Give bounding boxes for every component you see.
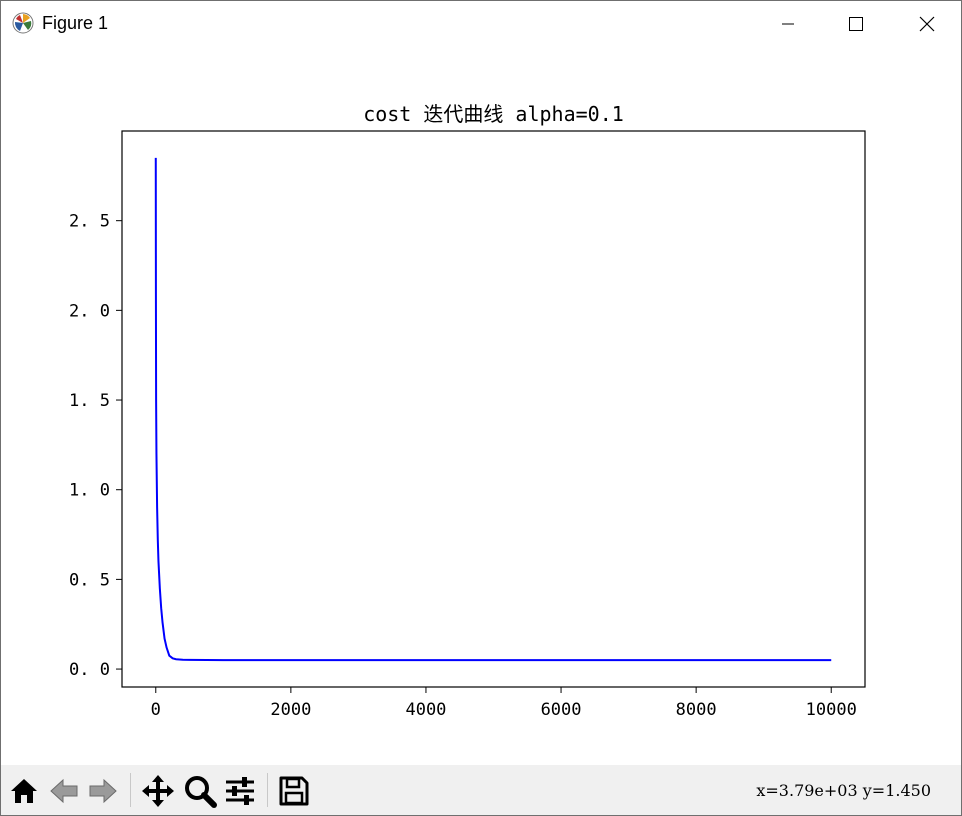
- x-tick-label: 0: [151, 700, 161, 720]
- cost-line: [154, 157, 832, 662]
- y-tick-label: 1. 0: [69, 481, 110, 501]
- pan-icon: [142, 775, 174, 807]
- toolbar-separator: [130, 773, 131, 807]
- x-tick-label: 2000: [270, 700, 311, 720]
- close-button[interactable]: [898, 1, 956, 47]
- home-icon: [11, 779, 37, 803]
- y-tick-label: 1. 5: [69, 391, 110, 411]
- home-button[interactable]: [6, 773, 42, 809]
- pan-button[interactable]: [140, 773, 176, 809]
- y-tick-label: 2. 0: [69, 301, 110, 321]
- window-title: Figure 1: [42, 13, 109, 33]
- axes-frame: [121, 130, 866, 688]
- back-icon: [50, 778, 78, 804]
- zoom-button[interactable]: [182, 773, 218, 809]
- configure-subplots-icon: [226, 777, 254, 805]
- figure-canvas[interactable]: cost 迭代曲线 alpha=0.1 0 2000 4000 6000 8000 100…: [1, 47, 961, 765]
- x-tick-label: 4000: [405, 700, 446, 720]
- navigation-toolbar: x=3.79e+03 y=1.450: [1, 765, 961, 815]
- x-tick-label: 8000: [676, 700, 717, 720]
- toolbar-separator: [267, 773, 268, 807]
- y-tick-label: 0. 5: [69, 570, 110, 590]
- zoom-icon: [185, 776, 217, 808]
- title-bar: Figure 1: [1, 1, 961, 47]
- forward-icon: [89, 778, 117, 804]
- forward-button[interactable]: [85, 773, 121, 809]
- x-tick-label: 6000: [541, 700, 582, 720]
- maximize-button[interactable]: [827, 1, 885, 47]
- x-tick-label: 10000: [806, 700, 857, 720]
- minimize-button[interactable]: [759, 1, 817, 47]
- maximize-icon: [849, 17, 863, 31]
- y-tick-label: 0. 0: [69, 660, 110, 680]
- chart-title: cost 迭代曲线 alpha=0.1: [363, 102, 624, 126]
- minimize-icon: [782, 23, 794, 25]
- plot-area[interactable]: 0 2000 4000 6000 8000 10000 0. 0 0. 5 1. 0 1. 5 2…: [1, 47, 961, 765]
- configure-subplots-button[interactable]: [222, 773, 258, 809]
- matplotlib-icon: [12, 12, 34, 34]
- save-icon: [279, 776, 309, 806]
- close-icon: [919, 16, 935, 32]
- cursor-coordinates: x=3.79e+03 y=1.450: [756, 781, 931, 800]
- y-tick-label: 2. 5: [69, 212, 110, 232]
- save-button[interactable]: [276, 773, 312, 809]
- back-button[interactable]: [46, 773, 82, 809]
